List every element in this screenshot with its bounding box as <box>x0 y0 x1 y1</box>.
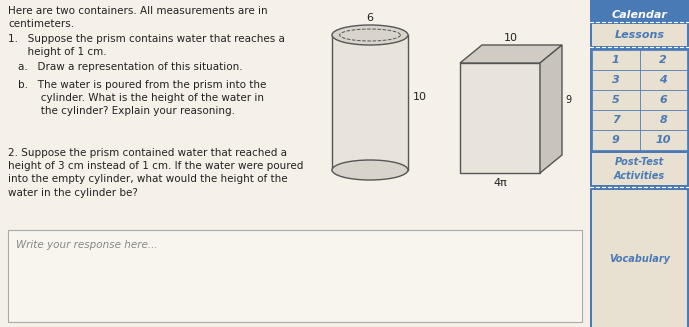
Text: a.   Draw a representation of this situation.: a. Draw a representation of this situati… <box>18 62 243 72</box>
Text: Calendar: Calendar <box>612 10 668 20</box>
Bar <box>590 0 689 327</box>
Text: 1.   Suppose the prism contains water that reaches a
      height of 1 cm.: 1. Suppose the prism contains water that… <box>8 34 285 57</box>
Text: b.   The water is poured from the prism into the
       cylinder. What is the he: b. The water is poured from the prism in… <box>18 80 267 116</box>
Text: 6: 6 <box>367 13 373 23</box>
Text: 10: 10 <box>413 93 427 102</box>
Text: 3: 3 <box>612 75 619 85</box>
Text: 9: 9 <box>612 135 619 145</box>
Bar <box>592 110 639 130</box>
Text: 4π: 4π <box>493 178 507 188</box>
Bar <box>639 50 687 70</box>
Ellipse shape <box>332 160 408 180</box>
Text: 4: 4 <box>659 75 667 85</box>
Ellipse shape <box>332 25 408 45</box>
Bar <box>592 190 687 327</box>
Bar <box>8 230 582 322</box>
Bar <box>639 70 687 90</box>
Text: Post-Test
Activities: Post-Test Activities <box>614 157 665 181</box>
Polygon shape <box>540 45 562 173</box>
Bar <box>639 110 687 130</box>
Bar <box>639 130 687 150</box>
Bar <box>639 90 687 110</box>
Text: 1: 1 <box>612 55 619 65</box>
Text: 2: 2 <box>659 55 667 65</box>
Text: 9: 9 <box>565 95 571 105</box>
Bar <box>592 130 639 150</box>
Text: 8: 8 <box>659 115 667 125</box>
Text: 6: 6 <box>659 95 667 105</box>
Text: Lessons: Lessons <box>615 30 664 40</box>
Text: 10: 10 <box>655 135 671 145</box>
Polygon shape <box>460 63 540 173</box>
Polygon shape <box>460 45 562 63</box>
Bar <box>592 24 687 46</box>
Text: 10: 10 <box>504 33 518 43</box>
Text: 5: 5 <box>612 95 619 105</box>
Text: Vocabulary: Vocabulary <box>609 253 670 264</box>
Bar <box>592 90 639 110</box>
Bar <box>592 153 687 185</box>
Bar <box>592 70 639 90</box>
Text: 7: 7 <box>612 115 619 125</box>
Text: Here are two containers. All measurements are in
centimeters.: Here are two containers. All measurement… <box>8 6 267 29</box>
Text: Write your response here...: Write your response here... <box>16 240 158 250</box>
Bar <box>592 50 639 70</box>
Text: 2. Suppose the prism contained water that reached a
height of 3 cm instead of 1 : 2. Suppose the prism contained water tha… <box>8 148 303 198</box>
Bar <box>332 35 408 170</box>
